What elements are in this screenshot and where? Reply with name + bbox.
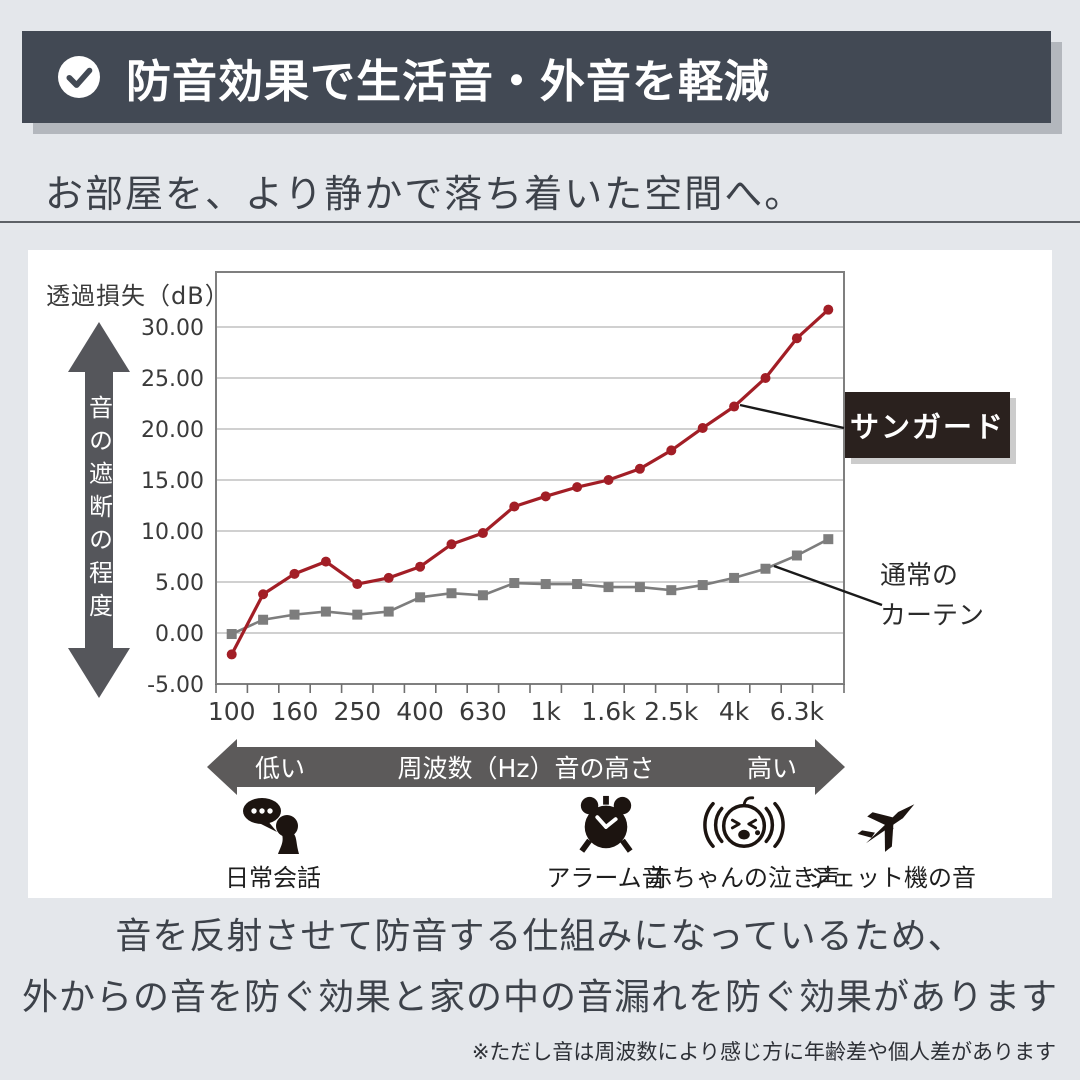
crying-baby-icon: [701, 792, 787, 854]
sound-example-label: ジェット機の音: [808, 864, 976, 892]
svg-text:4k: 4k: [719, 697, 750, 726]
y-axis-title: 透過損失（dB）: [46, 282, 230, 310]
svg-text:250: 250: [333, 697, 381, 726]
series-サンガード: [226, 304, 834, 660]
svg-text:30.00: 30.00: [141, 316, 204, 341]
svg-text:20.00: 20.00: [141, 418, 204, 443]
subtitle: お部屋を、より静かで落ち着いた空間へ。: [45, 172, 805, 216]
svg-text:-5.00: -5.00: [147, 673, 204, 698]
arrow-right-icon: [815, 739, 845, 795]
arrow-down-icon: [68, 648, 130, 698]
conversation-icon: [241, 792, 305, 854]
svg-text:1k: 1k: [531, 697, 562, 726]
svg-text:100: 100: [208, 697, 256, 726]
header-banner: 防音効果で生活音・外音を軽減: [22, 31, 1051, 123]
sound-blocking-arrow: 音の遮断の程度: [68, 322, 130, 698]
svg-text:15.00: 15.00: [141, 469, 204, 494]
series-通常のカーテン: [226, 534, 834, 640]
footer-note: ※ただし音は周波数により感じ方に年齢差や個人差があります: [471, 1040, 1056, 1064]
svg-text:2.5k: 2.5k: [644, 697, 699, 726]
jet-plane-icon: [854, 792, 930, 854]
sound-blocking-arrow-label: 音の遮断の程度: [84, 394, 113, 626]
sound-example-label: 日常会話: [225, 864, 321, 892]
svg-text:160: 160: [271, 697, 319, 726]
divider-line: [0, 221, 1080, 223]
check-icon: [58, 56, 100, 98]
series-label-sunguard: サンガード: [845, 392, 1010, 458]
frequency-axis-label: 周波数（Hz）音の高さ: [397, 754, 655, 783]
svg-text:25.00: 25.00: [141, 367, 204, 392]
sound-example-alarm: アラーム音: [526, 792, 686, 893]
footer-line-2: 外からの音を防ぐ効果と家の中の音漏れを防ぐ効果があります: [21, 977, 1058, 1018]
svg-text:1.6k: 1.6k: [581, 697, 636, 726]
sound-example-label: 赤ちゃんの泣き声: [648, 864, 840, 892]
svg-text:10.00: 10.00: [141, 520, 204, 545]
svg-text:0.00: 0.00: [155, 622, 204, 647]
frequency-high-label: 高い: [746, 754, 797, 783]
footer-line-1: 音を反射させて防音する仕組みになっているため、: [115, 916, 965, 957]
chart-card: 30.00 25.00 20.00 15.00 10.00 5.00 0.00 -5.00 10…: [28, 250, 1052, 898]
series-label-normal-curtain: 通常の カーテン: [880, 561, 985, 631]
arrow-up-icon: [68, 322, 130, 372]
svg-text:630: 630: [459, 697, 507, 726]
alarm-clock-icon: [575, 792, 637, 854]
transmission-loss-chart: 30.00 25.00 20.00 15.00 10.00 5.00 0.00 -5.0010…: [141, 271, 883, 726]
svg-text:6.3k: 6.3k: [770, 697, 825, 726]
arrow-left-icon: [207, 739, 237, 795]
frequency-axis-arrow: 低い 周波数（Hz）音の高さ 高い: [207, 739, 845, 795]
sound-example-baby: 赤ちゃんの泣き声: [644, 792, 844, 893]
sound-example-label: アラーム音: [546, 864, 666, 892]
sound-example-jet: ジェット機の音: [792, 792, 992, 893]
page-title: 防音効果で生活音・外音を軽減: [126, 54, 771, 108]
sound-example-conversation: 日常会話: [193, 792, 353, 893]
svg-text:5.00: 5.00: [155, 571, 204, 596]
svg-text:400: 400: [396, 697, 444, 726]
frequency-low-label: 低い: [255, 754, 306, 783]
